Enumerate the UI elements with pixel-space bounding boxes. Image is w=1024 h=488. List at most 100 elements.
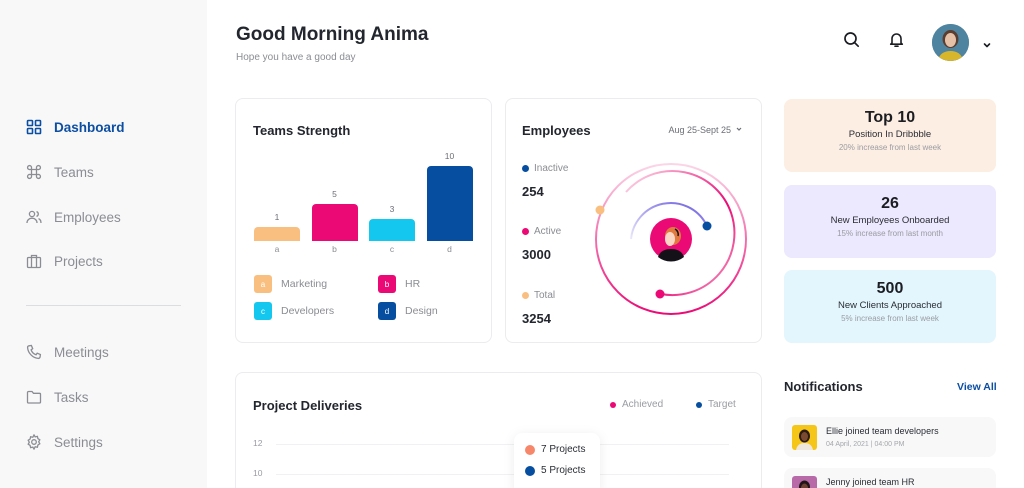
sidebar-item-tasks[interactable]: Tasks [26,387,89,407]
bar-category-label: b [332,244,337,254]
stat-card-clients: 500 New Clients Approached 5% increase f… [784,270,996,343]
sidebar-item-label: Dashboard [54,119,125,135]
legend-label: Target [708,399,736,410]
sidebar-item-label: Teams [54,164,94,180]
bar-b[interactable] [311,203,358,241]
stat-value: 500 [876,280,904,297]
tooltip-row: 5 Projects [525,465,585,476]
legend-key: c [261,306,265,316]
legend-label-marketing: Marketing [281,278,328,290]
tooltip-dot [525,465,535,476]
employees-orbit-graphic [595,163,747,315]
sidebar-item-dashboard[interactable]: Dashboard [26,117,125,137]
briefcase-icon [26,253,42,269]
user-avatar[interactable] [932,24,969,61]
stat-card-dribbble: Top 10 Position In Dribbble 20% increase… [784,99,996,172]
date-range-dropdown[interactable]: Aug 25-Sept 25 [668,125,743,135]
teams-strength-title: Teams Strength [253,123,351,138]
legend-chip-developers: c [254,302,272,320]
legend-label-hr: HR [405,278,421,290]
gridline [276,444,729,445]
notification-time: 04 April, 2021 | 04:00 PM [826,441,905,448]
stat-label: New Clients Approached [837,300,943,311]
notifications-button[interactable] [886,32,906,52]
stat-label: New Employees Onboarded [830,215,950,226]
employees-title: Employees [522,123,591,138]
sidebar-item-label: Meetings [54,344,109,360]
bar-value-label: 1 [274,212,280,222]
inactive-label: Inactive [522,163,568,174]
view-all-link[interactable]: View All [957,381,997,393]
legend-achieved[interactable]: Achieved [610,399,663,410]
sidebar-item-teams[interactable]: Teams [26,162,94,182]
project-deliveries-title: Project Deliveries [253,398,363,413]
stat-card-onboarded: 26 New Employees Onboarded 15% increase … [784,185,996,258]
bell-icon [888,31,905,53]
notifications-title: Notifications [784,379,863,394]
sidebar: Dashboard Teams Employees Projects Me [0,0,207,488]
chart-tooltip: 7 Projects 5 Projects [514,433,600,488]
notification-avatar [792,476,817,488]
teams-strength-card: Teams Strength 1 a 5 b 3 c 10 d a Marketing b H… [235,98,492,343]
legend-chip-hr: b [378,275,396,293]
page-title: Good Morning Anima [236,24,429,45]
sidebar-item-label: Tasks [54,389,89,405]
tooltip-label: 5 Projects [541,465,586,476]
bar-value-label: 5 [332,188,337,199]
search-icon [843,31,860,53]
sidebar-item-label: Settings [54,434,103,450]
gridline [276,474,729,475]
date-range-label: Aug 25-Sept 25 [668,125,731,135]
total-marker [595,205,605,215]
target-dot [696,401,702,408]
tooltip-dot [525,444,535,455]
notification-item[interactable]: Jenny joined team HR [784,468,996,488]
command-icon [26,164,42,180]
total-dot [522,292,529,299]
bar-c[interactable] [369,218,415,241]
active-marker [655,289,665,299]
bar-value-label: 10 [444,151,455,161]
sidebar-item-employees[interactable]: Employees [26,207,121,227]
stat-change: 15% increase from last month [837,229,943,238]
y-tick-label: 12 [253,438,263,448]
sidebar-item-projects[interactable]: Projects [26,251,103,271]
legend-chip-marketing: a [254,275,272,293]
employee-avatar-icon [650,218,692,262]
phone-icon [26,344,42,360]
sidebar-item-meetings[interactable]: Meetings [26,342,109,362]
stat-label: Active [534,226,562,237]
active-dot [522,228,529,235]
active-ring [625,170,736,297]
stat-value: 26 [881,195,899,212]
notification-item[interactable]: Ellie joined team developers 04 April, 2… [784,417,996,457]
employees-card: Employees Aug 25-Sept 25 Inactive 254 Ac… [505,98,762,343]
bar-d[interactable] [426,166,473,241]
inactive-ring [630,202,707,240]
search-button[interactable] [841,32,861,52]
tooltip-row: 7 Projects [525,444,585,455]
y-tick-label: 10 [253,468,263,478]
legend-key: d [384,306,390,316]
notification-text: Ellie joined team developers [826,426,939,436]
bar-category-label: c [389,244,395,254]
total-label: Total [522,290,555,301]
total-ring [595,163,747,315]
legend-target[interactable]: Target [696,399,736,410]
achieved-dot [610,401,616,408]
stat-label: Total [534,290,556,301]
users-icon [26,209,42,225]
sidebar-divider [26,305,181,306]
stat-change: 20% increase from last week [838,143,942,152]
profile-menu-toggle[interactable] [982,37,992,48]
sidebar-item-settings[interactable]: Settings [26,432,103,452]
page-subtitle: Hope you have a good day [236,52,356,63]
grid-icon [26,119,42,135]
notification-text: Jenny joined team HR [826,477,915,487]
stat-value: Top 10 [864,109,916,126]
bar-a[interactable] [254,227,300,241]
folder-icon [26,389,42,405]
stat-change: 5% increase from last week [841,314,939,323]
notification-avatar [792,425,817,450]
sidebar-item-label: Employees [54,209,121,225]
